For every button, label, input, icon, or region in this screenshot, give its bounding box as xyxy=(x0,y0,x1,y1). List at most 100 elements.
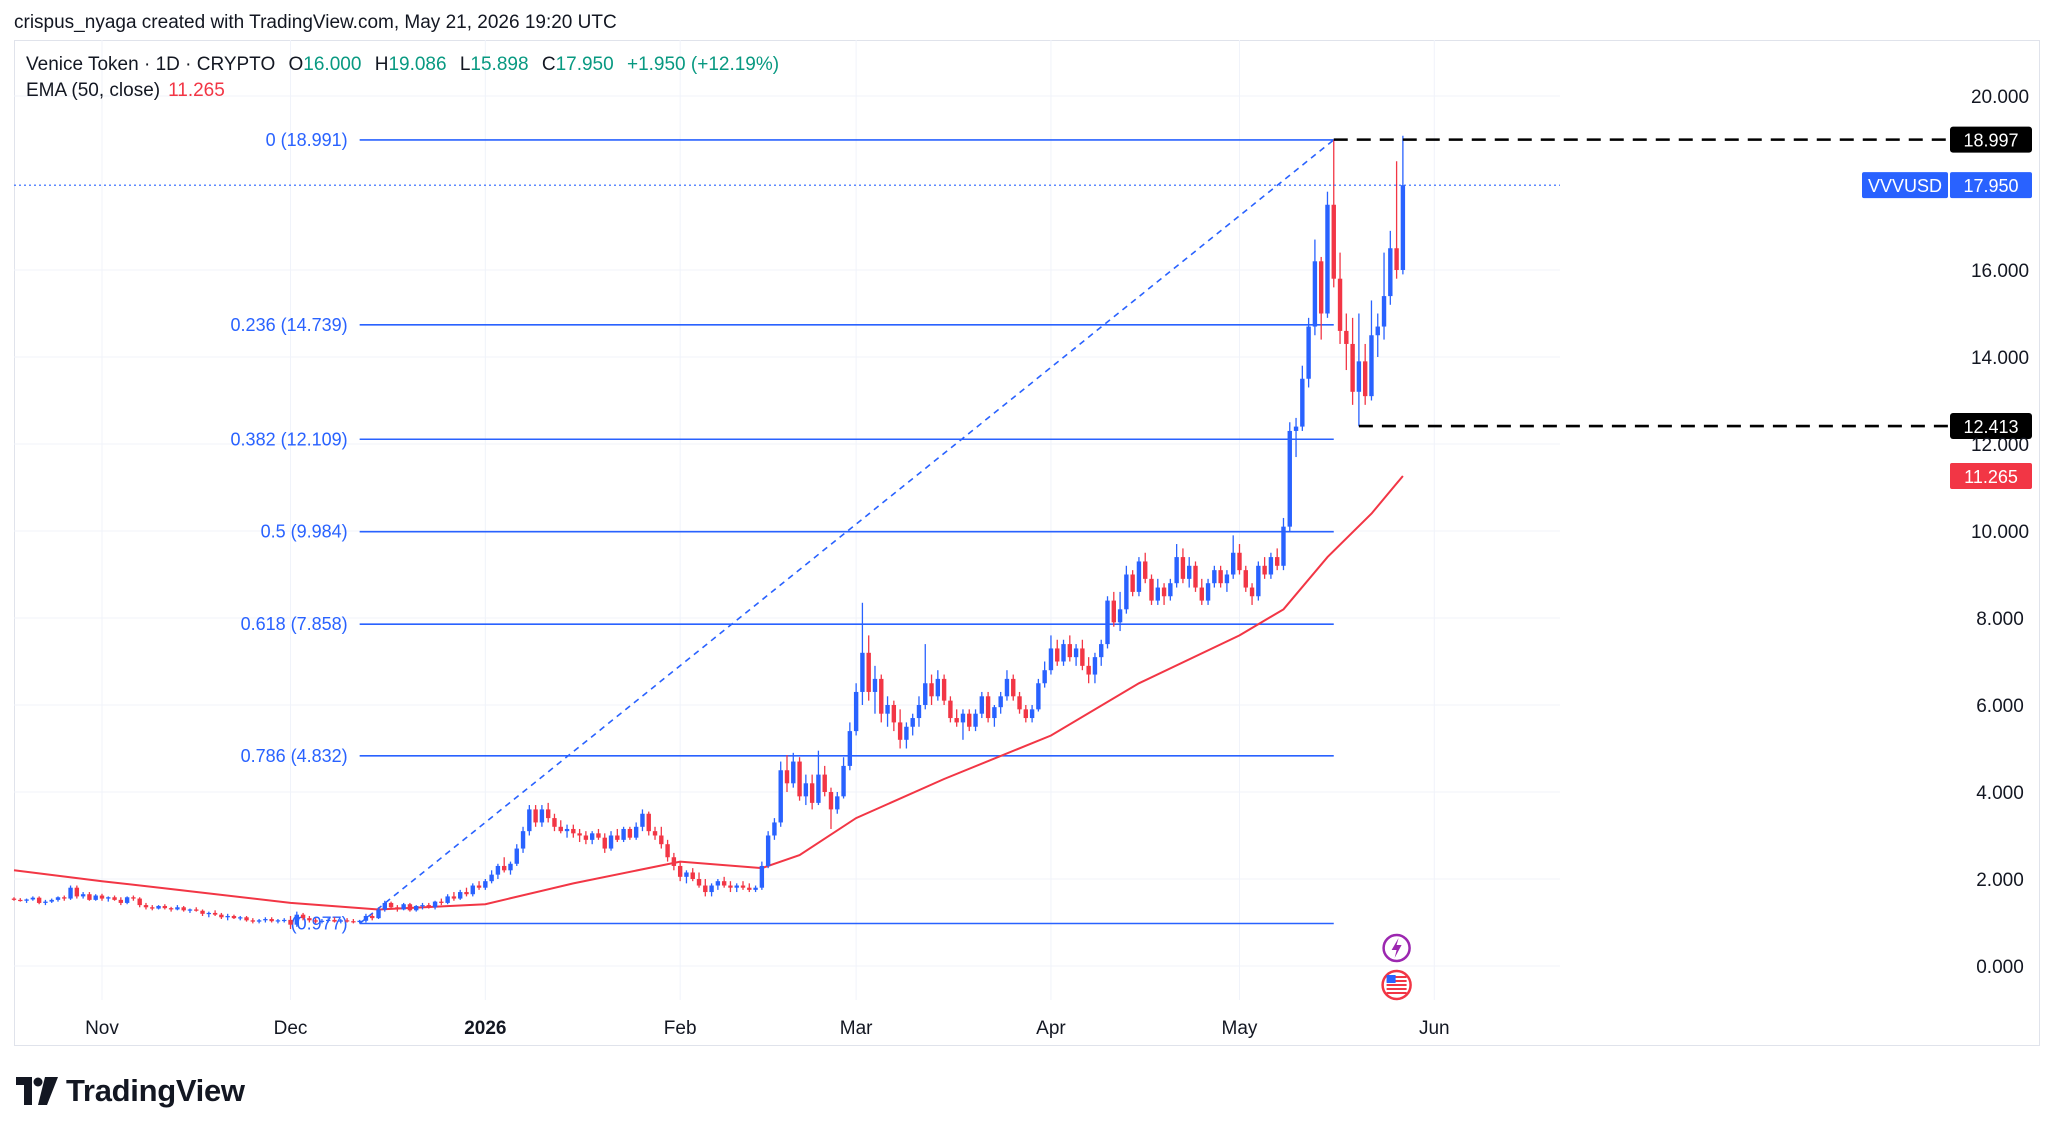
candle xyxy=(1011,674,1016,701)
candle xyxy=(545,802,551,823)
candle-body xyxy=(571,828,576,834)
candle xyxy=(1369,300,1374,401)
candle-body xyxy=(740,885,746,888)
candle xyxy=(432,900,438,910)
candle xyxy=(923,644,928,710)
candle xyxy=(225,913,230,921)
candle-body xyxy=(483,881,488,888)
candle xyxy=(1350,317,1355,405)
candle xyxy=(608,831,614,851)
tradingview-wordmark: TradingView xyxy=(66,1073,245,1108)
candle xyxy=(131,895,136,901)
ohlc-row: Venice Token · 1D · CRYPTO O16.000 H19.0… xyxy=(26,52,779,78)
y-axis-tick-label: 8.000 xyxy=(1976,609,2024,630)
candle xyxy=(1243,565,1248,592)
symbol-label[interactable]: Venice Token · 1D · CRYPTO xyxy=(26,54,276,75)
candle xyxy=(1287,422,1292,531)
candle-body xyxy=(256,920,262,922)
candle-body xyxy=(1029,709,1035,719)
candle-body xyxy=(627,828,633,838)
x-axis-tick-label: Feb xyxy=(664,1018,697,1039)
candle-body xyxy=(879,678,884,714)
candle-body xyxy=(527,809,532,832)
candle xyxy=(470,883,475,897)
us-flag-stripe xyxy=(1386,988,1407,990)
candle-body xyxy=(728,885,733,888)
candle-body xyxy=(269,919,274,922)
candle-body xyxy=(1274,557,1280,566)
candle-body xyxy=(828,792,834,810)
high-value: 19.086 xyxy=(388,54,447,75)
candle-body xyxy=(1300,378,1305,427)
candle xyxy=(539,805,545,827)
candle xyxy=(1099,639,1104,666)
candle xyxy=(1268,552,1274,579)
candle-body xyxy=(1199,587,1204,601)
candle-body xyxy=(326,919,331,922)
candle xyxy=(1092,652,1098,684)
candle-body xyxy=(835,796,840,810)
candle-body xyxy=(43,901,48,903)
candle-body xyxy=(866,652,871,692)
candle xyxy=(269,917,274,923)
y-axis-tick-label: 12.000 xyxy=(1971,435,2029,456)
candle-body xyxy=(564,828,570,832)
candle xyxy=(1256,561,1261,601)
candle-body xyxy=(212,912,218,915)
candle-body xyxy=(168,908,174,910)
candle xyxy=(583,831,589,845)
y-axis-tick-label: 10.000 xyxy=(1971,522,2029,543)
candle xyxy=(709,883,714,897)
candle-body xyxy=(973,713,978,727)
candle xyxy=(501,857,507,873)
candle xyxy=(558,820,563,834)
candle-body xyxy=(1099,644,1104,658)
candle xyxy=(351,919,356,924)
candle xyxy=(1224,570,1230,592)
candle xyxy=(979,691,985,719)
candle-body xyxy=(1388,248,1393,297)
candle xyxy=(784,755,790,792)
tradingview-logo[interactable]: TradingView xyxy=(16,1073,245,1109)
candle xyxy=(690,868,695,882)
candle xyxy=(533,805,538,827)
candle-body xyxy=(923,683,928,705)
candle xyxy=(985,691,991,723)
candle-body xyxy=(1243,570,1248,588)
candle xyxy=(338,919,343,924)
candle xyxy=(659,826,664,849)
candle xyxy=(1205,578,1211,605)
candle-body xyxy=(458,892,463,899)
fib-level-label: 0.5 (9.984) xyxy=(261,522,348,542)
candles xyxy=(11,135,1406,930)
candle xyxy=(1036,678,1041,712)
candle-body xyxy=(1011,678,1016,697)
candle-body xyxy=(803,783,809,797)
candle-body xyxy=(464,892,469,895)
candle-body xyxy=(734,885,739,888)
y-axis: 0.000 2.000 4.000 6.000 8.000 10.000 12.000 14.… xyxy=(1971,87,2029,978)
candle xyxy=(527,805,532,836)
candle-body xyxy=(1092,657,1098,675)
candle xyxy=(885,696,890,727)
candle-body xyxy=(1187,565,1192,579)
candle xyxy=(897,709,903,749)
chart-frame[interactable] xyxy=(14,40,2040,1046)
candle xyxy=(552,813,557,832)
candle xyxy=(219,912,224,920)
candle-body xyxy=(948,700,953,719)
candle-body xyxy=(577,833,582,836)
low-value: 15.898 xyxy=(470,54,529,75)
candle xyxy=(439,898,444,906)
candle-body xyxy=(998,696,1003,708)
candle xyxy=(1318,256,1324,340)
candle xyxy=(319,919,325,924)
candle xyxy=(200,909,205,916)
candle-body xyxy=(426,905,431,908)
candle-body xyxy=(62,897,67,899)
ema-label[interactable]: EMA (50, close) xyxy=(26,80,161,101)
x-axis-tick-label: Nov xyxy=(85,1018,119,1039)
candle-body xyxy=(822,774,827,792)
candle xyxy=(847,722,853,771)
